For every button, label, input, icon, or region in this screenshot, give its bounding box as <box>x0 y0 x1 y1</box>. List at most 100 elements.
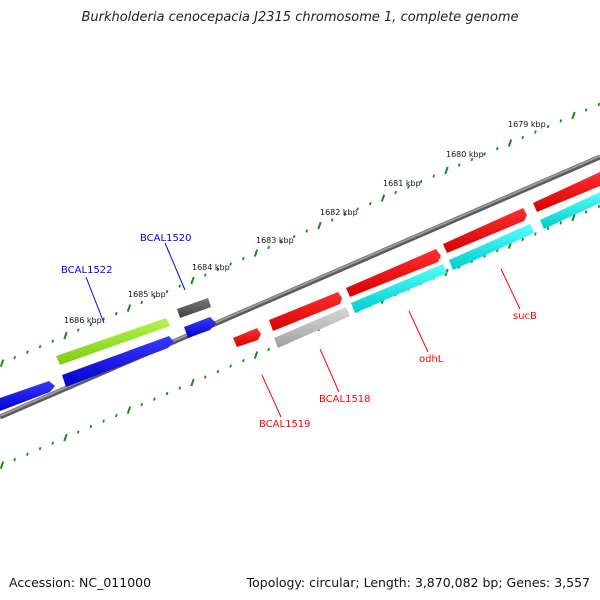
tick-label: 1682 kbp <box>320 208 358 217</box>
minor-tick <box>457 163 461 167</box>
gene-label-bcal1522: BCAL1522 <box>61 265 113 276</box>
minor-tick <box>229 262 232 266</box>
major-tick <box>444 166 449 175</box>
major-tick <box>63 433 68 442</box>
reverse-features <box>0 192 600 411</box>
minor-tick <box>368 201 372 206</box>
minor-tick <box>38 344 42 349</box>
minor-tick <box>165 391 169 396</box>
minor-tick <box>51 339 55 343</box>
accession-text: Accession: NC_011000 <box>9 575 152 590</box>
minor-tick <box>114 413 118 418</box>
minor-tick <box>51 441 55 445</box>
minor-tick <box>559 119 563 123</box>
minor-tick <box>153 397 156 401</box>
minor-tick <box>495 146 499 151</box>
forward-features <box>56 172 600 365</box>
minor-tick <box>26 452 29 456</box>
minor-tick <box>267 245 271 250</box>
minor-tick <box>13 355 17 360</box>
gene-label-bcal1519: BCAL1519 <box>259 419 311 430</box>
gene-arrow[interactable] <box>449 224 534 270</box>
minor-tick <box>229 364 232 368</box>
gene-arrow[interactable] <box>351 264 447 313</box>
minor-tick <box>292 234 296 239</box>
tick-label: 1680 kbp <box>446 150 484 159</box>
major-tick <box>317 221 322 230</box>
minor-tick <box>597 102 600 107</box>
gene-arrow[interactable] <box>62 336 174 387</box>
major-tick <box>126 304 132 312</box>
tick-label: 1686 kbp <box>64 316 102 325</box>
minor-tick <box>546 226 550 231</box>
minor-tick <box>203 273 207 277</box>
tick-label: 1683 kbp <box>256 236 294 245</box>
tick-label: 1681 kbp <box>383 179 421 188</box>
minor-tick <box>597 204 600 209</box>
outer-tick-track <box>0 102 600 367</box>
minor-tick <box>419 179 423 184</box>
tick-label: 1679 kbp <box>508 120 546 129</box>
gene-arrow[interactable] <box>443 208 527 253</box>
minor-tick <box>470 157 474 162</box>
tick-label: 1685 kbp <box>128 290 166 299</box>
major-tick <box>571 213 576 222</box>
minor-tick <box>305 229 309 233</box>
minor-tick <box>267 347 271 352</box>
minor-tick <box>102 419 105 423</box>
gene-arrow[interactable] <box>56 318 170 365</box>
minor-tick <box>216 267 220 272</box>
minor-tick <box>584 210 588 214</box>
minor-tick <box>483 152 486 156</box>
gene-arrow[interactable] <box>0 381 55 411</box>
minor-tick <box>584 108 588 112</box>
minor-tick <box>89 424 93 429</box>
minor-tick <box>89 322 93 327</box>
minor-tick <box>178 284 182 288</box>
minor-tick <box>559 221 563 225</box>
gene-arrow[interactable] <box>177 298 211 318</box>
major-tick <box>0 359 5 367</box>
gene-arrow[interactable] <box>184 317 216 338</box>
label-leaders <box>85 242 521 418</box>
major-tick <box>253 351 259 359</box>
minor-tick <box>76 430 80 434</box>
minor-tick <box>140 300 144 305</box>
minor-tick <box>216 369 220 374</box>
minor-tick <box>407 185 410 189</box>
major-tick <box>571 111 576 120</box>
minor-tick <box>178 386 182 390</box>
minor-tick <box>26 350 29 354</box>
gene-arrow[interactable] <box>274 307 350 348</box>
gene-label-bcal1518: BCAL1518 <box>319 394 371 405</box>
minor-tick <box>394 190 398 195</box>
minor-tick <box>521 237 525 242</box>
minor-tick <box>76 328 80 332</box>
minor-tick <box>13 457 17 462</box>
major-tick <box>63 331 68 340</box>
minor-tick <box>356 207 359 211</box>
gene-arrow[interactable] <box>233 328 261 347</box>
minor-tick <box>203 375 207 379</box>
minor-tick <box>343 212 347 217</box>
major-tick <box>126 406 132 414</box>
gene-arrow[interactable] <box>269 292 342 331</box>
minor-tick <box>280 240 283 244</box>
gene-label-odhl: odhL <box>419 354 444 365</box>
genome-summary: Topology: circular; Length: 3,870,082 bp… <box>246 575 590 590</box>
major-tick <box>190 276 195 285</box>
gene-labels: BCAL1522 BCAL1520 BCAL1519 BCAL1518 odhL… <box>61 233 537 430</box>
minor-tick <box>38 446 42 451</box>
major-tick <box>507 139 513 147</box>
gene-label-sucb: sucB <box>513 311 537 322</box>
gene-arrow[interactable] <box>533 172 600 212</box>
major-tick <box>190 378 195 387</box>
minor-tick <box>534 130 537 134</box>
minor-tick <box>114 311 118 316</box>
gene-arrow[interactable] <box>346 249 441 297</box>
gene-arrow[interactable] <box>540 192 600 229</box>
tick-labels: 1679 kbp 1680 kbp 1681 kbp 1682 kbp 1683… <box>64 120 546 325</box>
minor-tick <box>432 174 436 178</box>
